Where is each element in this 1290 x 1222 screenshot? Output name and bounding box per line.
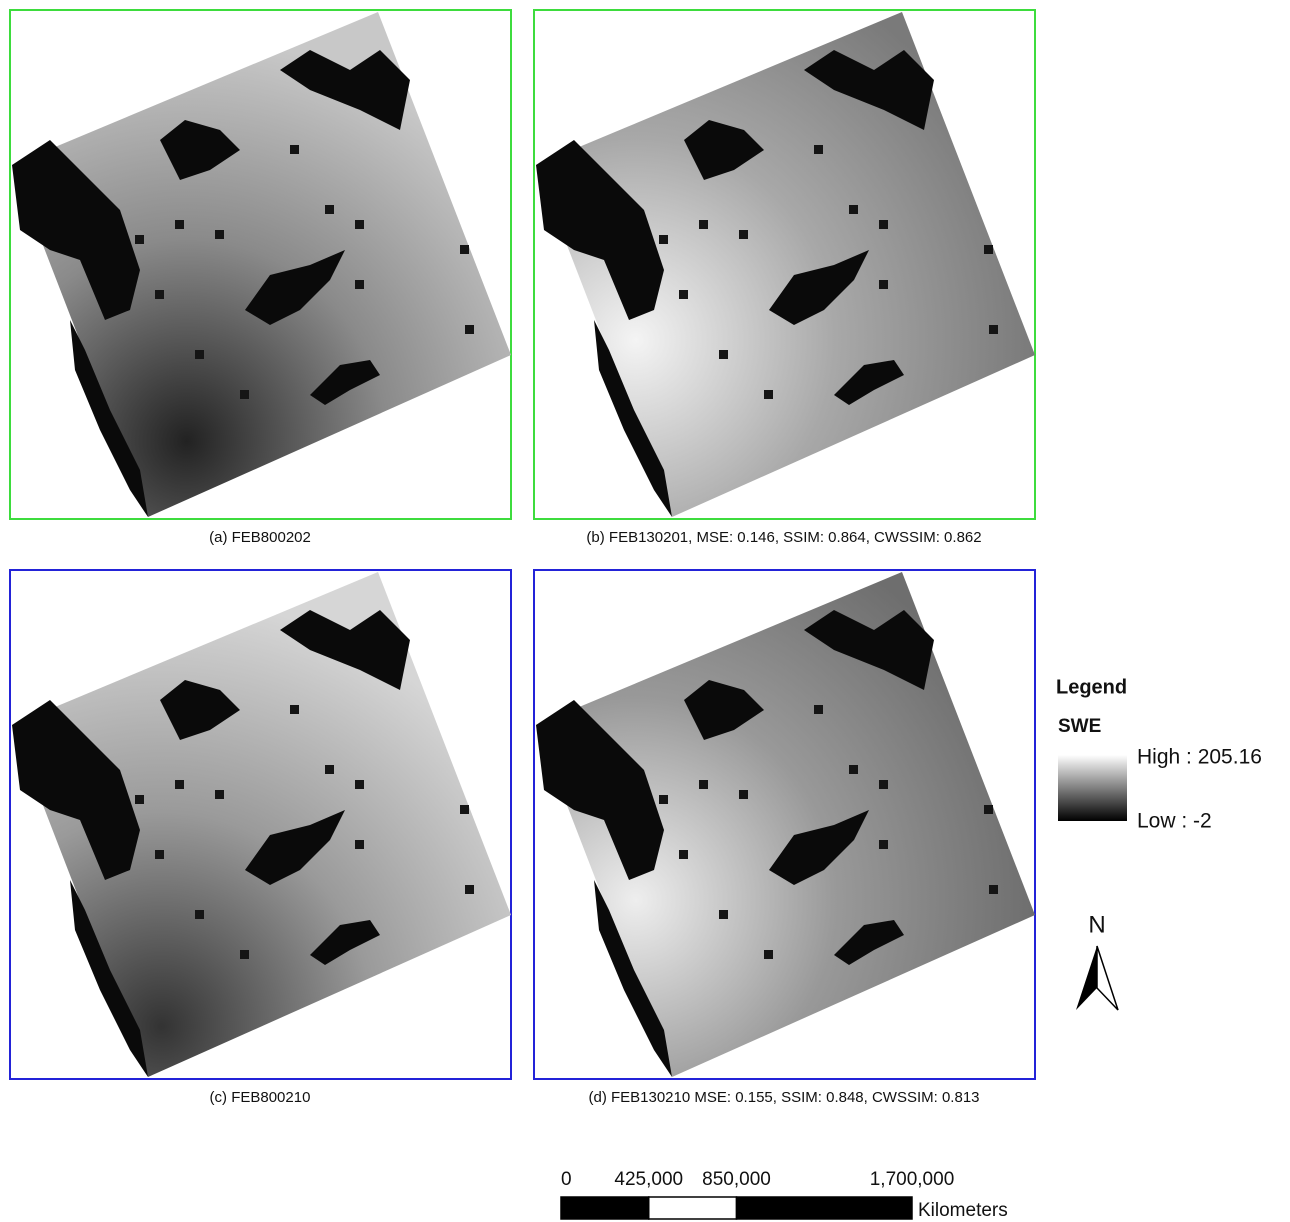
map-caption: (d) FEB130210 MSE: 0.155, SSIM: 0.848, C… xyxy=(588,1089,979,1106)
map-panel xyxy=(10,570,511,1079)
dark-pixel xyxy=(355,220,364,229)
dark-pixel xyxy=(879,780,888,789)
scale-label: 1,700,000 xyxy=(870,1169,955,1190)
dark-pixel xyxy=(155,290,164,299)
dark-pixel xyxy=(814,145,823,154)
dark-pixel xyxy=(659,795,668,804)
scale-segment xyxy=(649,1197,737,1219)
map-caption: (c) FEB800210 xyxy=(210,1089,311,1106)
scale-segment xyxy=(737,1197,913,1219)
scale-label: 0 xyxy=(561,1169,572,1190)
dark-pixel xyxy=(195,910,204,919)
dark-pixel xyxy=(764,950,773,959)
dark-pixel xyxy=(849,205,858,214)
dark-pixel xyxy=(879,280,888,289)
dark-pixel xyxy=(849,765,858,774)
dark-pixel xyxy=(764,390,773,399)
dark-pixel xyxy=(290,705,299,714)
dark-pixel xyxy=(215,230,224,239)
dark-pixel xyxy=(325,205,334,214)
north-arrow xyxy=(1076,946,1118,1010)
dark-pixel xyxy=(984,245,993,254)
dark-pixel xyxy=(814,705,823,714)
dark-pixel xyxy=(465,885,474,894)
map-panel xyxy=(534,10,1035,519)
dark-pixel xyxy=(460,245,469,254)
scale-label: 850,000 xyxy=(702,1169,771,1190)
map-panel xyxy=(10,10,511,519)
dark-pixel xyxy=(984,805,993,814)
dark-pixel xyxy=(290,145,299,154)
dark-pixel xyxy=(460,805,469,814)
dark-pixel xyxy=(679,850,688,859)
dark-pixel xyxy=(195,350,204,359)
dark-pixel xyxy=(355,840,364,849)
legend-high: High : 205.16 xyxy=(1137,746,1262,769)
dark-pixel xyxy=(135,235,144,244)
dark-pixel xyxy=(699,220,708,229)
dark-pixel xyxy=(155,850,164,859)
scale-segment xyxy=(561,1197,649,1219)
legend-low: Low : -2 xyxy=(1137,810,1212,833)
dark-pixel xyxy=(739,790,748,799)
dark-pixel xyxy=(739,230,748,239)
dark-pixel xyxy=(240,390,249,399)
map-panel xyxy=(534,570,1035,1079)
dark-pixel xyxy=(355,780,364,789)
dark-pixel xyxy=(465,325,474,334)
dark-pixel xyxy=(679,290,688,299)
dark-pixel xyxy=(719,910,728,919)
dark-pixel xyxy=(989,885,998,894)
dark-pixel xyxy=(175,780,184,789)
dark-pixel xyxy=(989,325,998,334)
dark-pixel xyxy=(325,765,334,774)
dark-pixel xyxy=(135,795,144,804)
dark-pixel xyxy=(699,780,708,789)
map-caption: (a) FEB800202 xyxy=(209,529,311,546)
figure: Legend SWE High : 205.16 Low : -2 N Kilo… xyxy=(0,0,1290,1222)
map-caption: (b) FEB130201, MSE: 0.146, SSIM: 0.864, … xyxy=(586,529,981,546)
dark-pixel xyxy=(719,350,728,359)
north-label: N xyxy=(1088,911,1105,938)
dark-pixel xyxy=(175,220,184,229)
scale-unit: Kilometers xyxy=(918,1200,1008,1221)
dark-pixel xyxy=(879,220,888,229)
dark-pixel xyxy=(240,950,249,959)
dark-pixel xyxy=(879,840,888,849)
legend-title: Legend xyxy=(1056,676,1127,698)
dark-pixel xyxy=(215,790,224,799)
dark-pixel xyxy=(659,235,668,244)
legend-ramp xyxy=(1058,755,1127,821)
dark-pixel xyxy=(355,280,364,289)
scale-label: 425,000 xyxy=(614,1169,683,1190)
legend-field: SWE xyxy=(1058,716,1101,737)
